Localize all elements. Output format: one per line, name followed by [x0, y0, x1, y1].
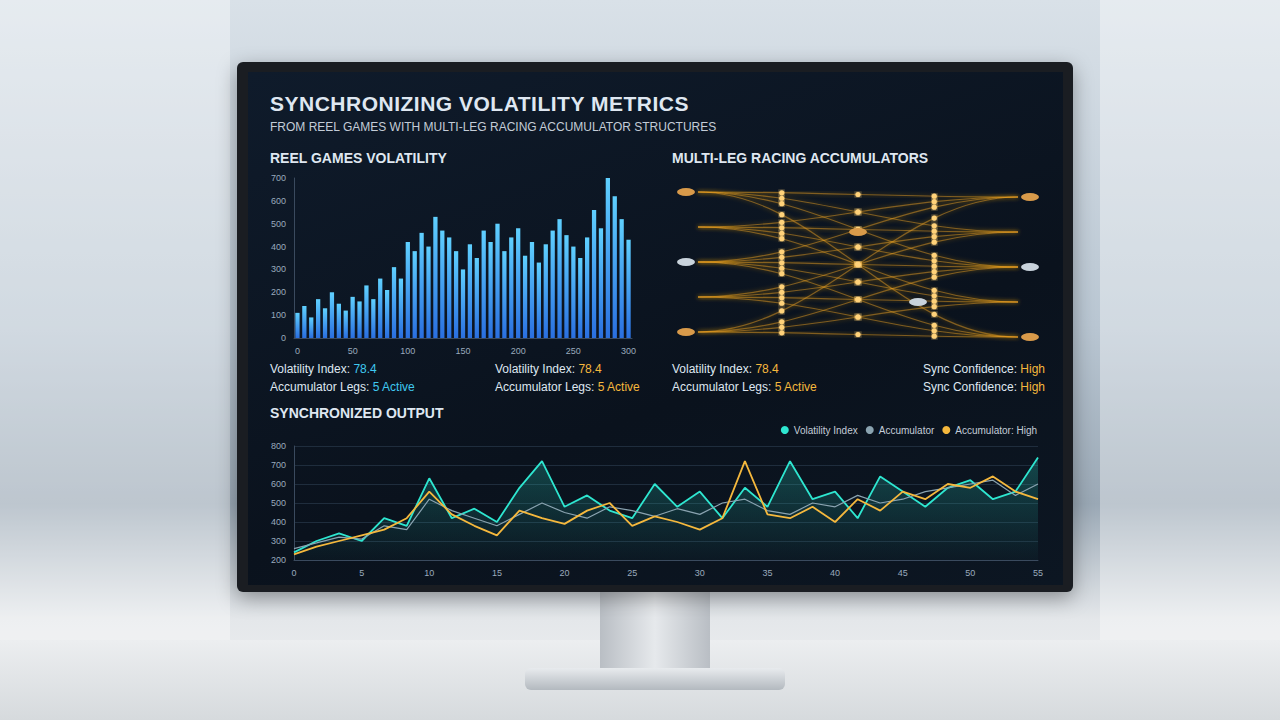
svg-text:35: 35	[762, 568, 772, 578]
svg-text:150: 150	[455, 346, 470, 356]
html-text:FROM REEL GAMES WITH MULTI-LEG: FROM REEL GAMES WITH MULTI-LEG RACING AC…	[270, 120, 717, 134]
svg-text:300: 300	[271, 264, 286, 274]
svg-text:500: 500	[271, 498, 286, 508]
svg-text:50: 50	[348, 346, 358, 356]
html-text:Sync Confidence: High: Sync Confidence: High	[922, 380, 1045, 394]
svg-text:200: 200	[271, 555, 286, 565]
svg-text:300: 300	[621, 346, 636, 356]
html-text:Accumulator Legs: 5 Active: Accumulator Legs: 5 Active	[495, 380, 640, 394]
html-text:SYNCHRONIZING VOLATILITY METRI: SYNCHRONIZING VOLATILITY METRICS	[270, 92, 689, 115]
svg-text:15: 15	[492, 568, 502, 578]
html-text:Accumulator Legs: 5 Active: Accumulator Legs: 5 Active	[270, 380, 415, 394]
svg-text:45: 45	[898, 568, 908, 578]
svg-text:700: 700	[271, 173, 286, 183]
svg-text:0: 0	[281, 333, 286, 343]
html-text:SYNCHRONIZED OUTPUT: SYNCHRONIZED OUTPUT	[270, 405, 444, 421]
html-text:Volatility Index: 78.4: Volatility Index: 78.4	[495, 362, 602, 376]
svg-text:400: 400	[271, 517, 286, 527]
svg-text:300: 300	[271, 536, 286, 546]
svg-text:30: 30	[695, 568, 705, 578]
svg-text:10: 10	[424, 568, 434, 578]
svg-text:0: 0	[295, 346, 300, 356]
svg-text:700: 700	[271, 460, 286, 470]
svg-text:5: 5	[359, 568, 364, 578]
svg-text:Accumulator: High: Accumulator: High	[955, 425, 1037, 436]
html-text:MULTI-LEG RACING ACCUMULATORS: MULTI-LEG RACING ACCUMULATORS	[672, 150, 929, 166]
svg-text:200: 200	[271, 287, 286, 297]
svg-text:55: 55	[1033, 568, 1043, 578]
svg-text:500: 500	[271, 219, 286, 229]
svg-text:100: 100	[271, 310, 286, 320]
svg-text:400: 400	[271, 242, 286, 252]
svg-text:0: 0	[291, 568, 296, 578]
svg-text:Accumulator: Accumulator	[879, 425, 935, 436]
svg-text:25: 25	[627, 568, 637, 578]
html-text:Sync Confidence: High: Sync Confidence: High	[922, 362, 1045, 376]
html-text:Volatility Index: 78.4: Volatility Index: 78.4	[270, 362, 377, 376]
svg-text:20: 20	[560, 568, 570, 578]
html-text:Accumulator Legs: 5 Active: Accumulator Legs: 5 Active	[672, 380, 817, 394]
svg-text:100: 100	[400, 346, 415, 356]
svg-text:600: 600	[271, 479, 286, 489]
svg-text:800: 800	[271, 441, 286, 451]
svg-text:200: 200	[511, 346, 526, 356]
svg-text:Volatility Index: Volatility Index	[794, 425, 858, 436]
html-text:REEL GAMES VOLATILITY: REEL GAMES VOLATILITY	[270, 150, 447, 166]
html-text:Volatility Index: 78.4: Volatility Index: 78.4	[672, 362, 779, 376]
svg-text:40: 40	[830, 568, 840, 578]
svg-text:250: 250	[566, 346, 581, 356]
svg-text:600: 600	[271, 196, 286, 206]
svg-text:50: 50	[965, 568, 975, 578]
